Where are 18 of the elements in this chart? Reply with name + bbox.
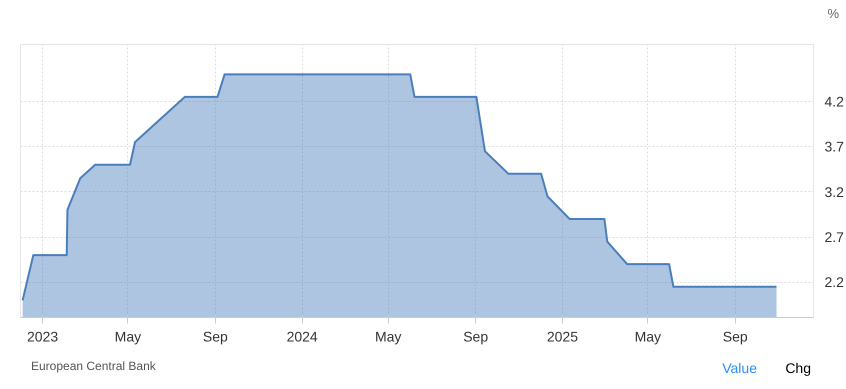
y-tick-label: 4.2 xyxy=(824,93,844,110)
x-tick-label: Sep xyxy=(463,328,488,344)
x-tick-label: 2024 xyxy=(286,328,318,344)
text: Value xyxy=(722,359,757,378)
text: European Central Bank xyxy=(31,358,156,375)
y-tick-label: 3.7 xyxy=(824,138,844,155)
x-tick-label: Sep xyxy=(722,328,748,344)
x-tick-label: 2023 xyxy=(26,328,58,344)
y-tick-label: 3.2 xyxy=(824,184,844,200)
y-tick-label: 2.7 xyxy=(824,229,844,246)
x-tick-label: Sep xyxy=(202,328,228,344)
x-tick-label: May xyxy=(114,328,142,344)
x-tick-label: May xyxy=(634,328,662,344)
x-tick-label: 2025 xyxy=(546,328,578,344)
y-axis-title: % xyxy=(827,6,839,21)
y-tick-label: 2.2 xyxy=(824,274,844,290)
x-tick-label: May xyxy=(374,328,402,344)
text: Chg xyxy=(785,359,811,378)
